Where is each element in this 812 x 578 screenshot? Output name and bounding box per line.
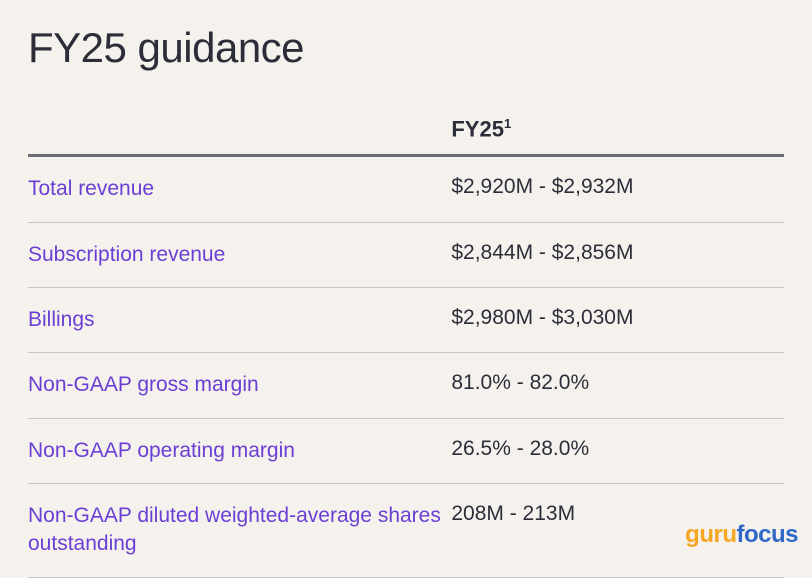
guidance-table: FY251 Total revenue $2,920M - $2,932M Su…: [28, 116, 784, 578]
metric-label: Non-GAAP gross margin: [28, 353, 451, 418]
header-col-metric: [28, 116, 451, 156]
header-col-period: FY251: [451, 116, 784, 156]
table-row: Non-GAAP gross margin 81.0% - 82.0%: [28, 353, 784, 418]
metric-label: Non-GAAP diluted weighted-average shares…: [28, 484, 451, 578]
watermark-focus: focus: [736, 521, 798, 548]
guidance-container: FY25 guidance FY251 Total revenue $2,920…: [0, 0, 812, 578]
header-period-sup: 1: [504, 116, 511, 131]
metric-label: Subscription revenue: [28, 222, 451, 287]
page-title: FY25 guidance: [28, 24, 784, 72]
table-row: Billings $2,980M - $3,030M: [28, 288, 784, 353]
metric-label: Non-GAAP operating margin: [28, 418, 451, 483]
metric-value: $2,980M - $3,030M: [451, 288, 784, 353]
header-period-text: FY25: [451, 116, 504, 141]
table-row: Non-GAAP operating margin 26.5% - 28.0%: [28, 418, 784, 483]
metric-value: $2,844M - $2,856M: [451, 222, 784, 287]
metric-label: Total revenue: [28, 156, 451, 222]
metric-value: 26.5% - 28.0%: [451, 418, 784, 483]
table-row: Non-GAAP diluted weighted-average shares…: [28, 484, 784, 578]
watermark-guru: guru: [685, 521, 736, 548]
watermark: gurufocus: [685, 521, 798, 549]
metric-value: 81.0% - 82.0%: [451, 353, 784, 418]
metric-label: Billings: [28, 288, 451, 353]
table-header-row: FY251: [28, 116, 784, 156]
table-row: Subscription revenue $2,844M - $2,856M: [28, 222, 784, 287]
table-row: Total revenue $2,920M - $2,932M: [28, 156, 784, 222]
metric-value: $2,920M - $2,932M: [451, 156, 784, 222]
